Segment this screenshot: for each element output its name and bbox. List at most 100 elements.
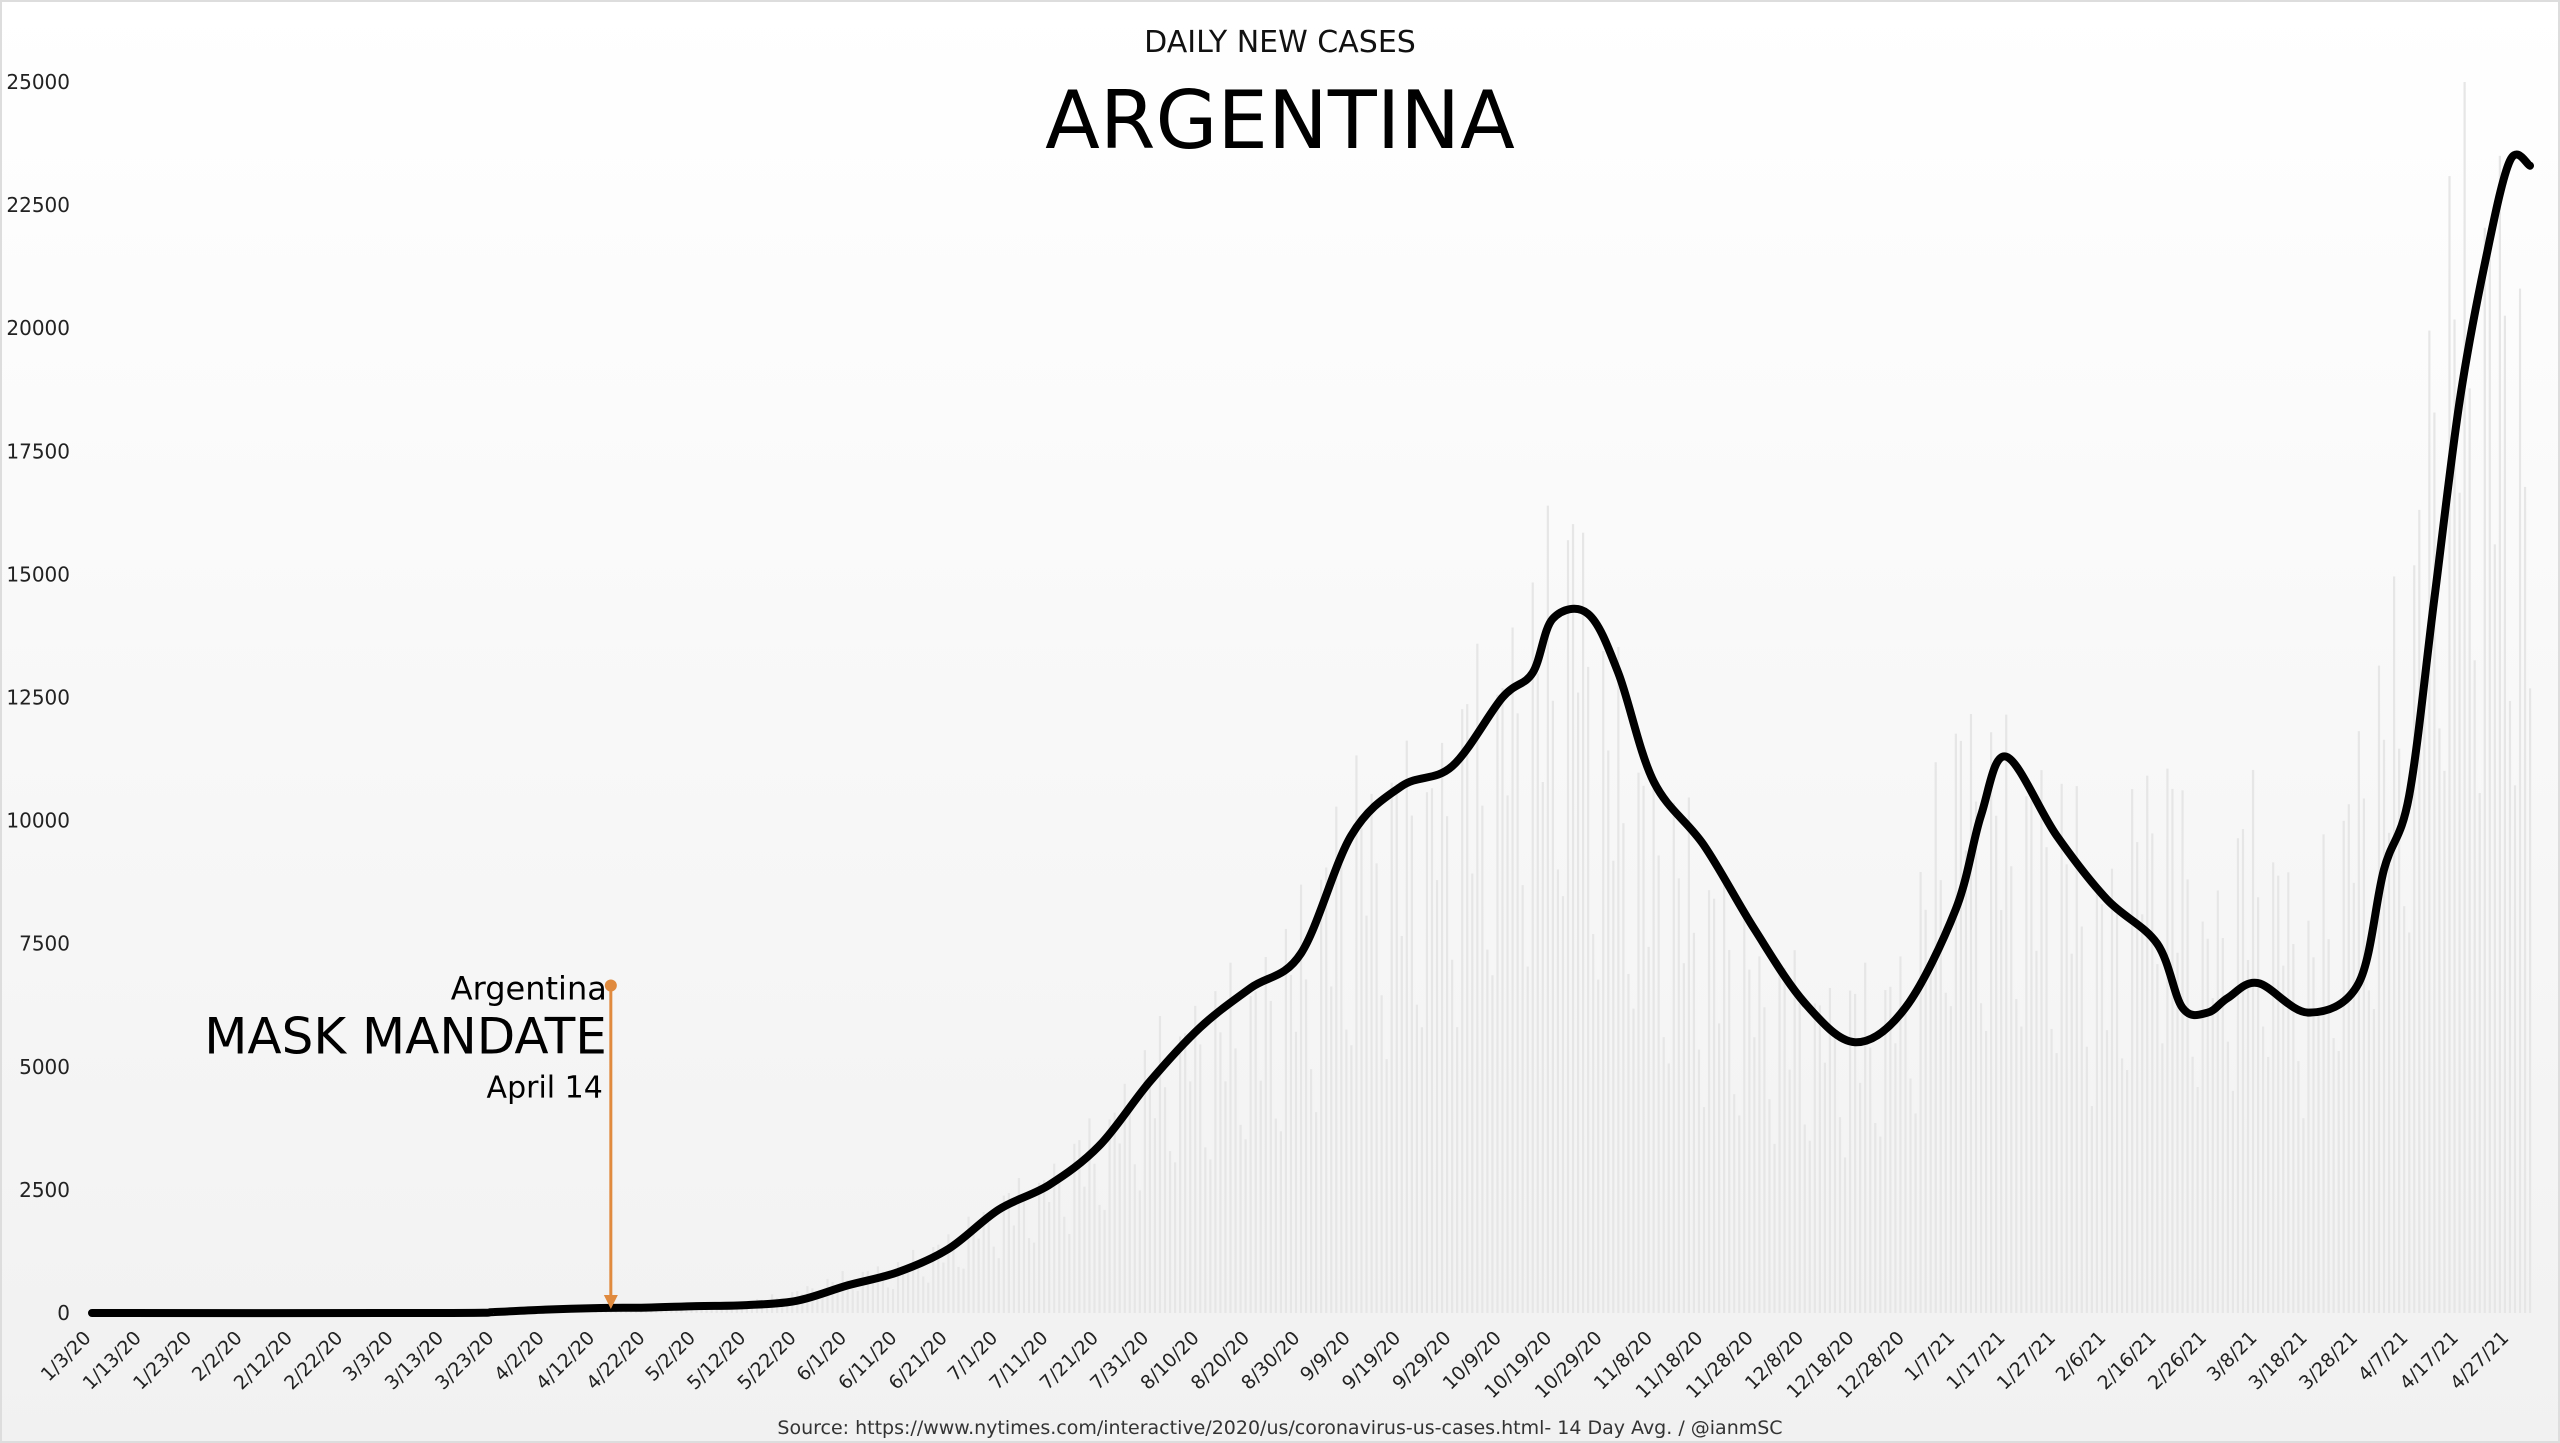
daily-bar	[1969, 714, 1973, 1313]
daily-bar	[781, 1301, 784, 1313]
daily-bar	[1168, 1151, 1172, 1313]
daily-bar	[831, 1281, 834, 1313]
daily-bar	[2085, 1046, 2088, 1313]
daily-bar	[2272, 862, 2275, 1313]
daily-bar	[1612, 860, 1615, 1313]
daily-bar	[1219, 1032, 1222, 1313]
annotation-arrowhead	[603, 1295, 618, 1309]
daily-bar	[2216, 890, 2219, 1313]
daily-bar	[952, 1241, 955, 1313]
daily-bar	[1919, 871, 1922, 1313]
daily-bar	[2005, 714, 2008, 1313]
daily-bar	[1622, 823, 1625, 1313]
daily-bar	[1743, 909, 1746, 1313]
daily-bar	[2418, 509, 2421, 1313]
daily-bar	[1017, 1177, 1021, 1313]
daily-bar	[2413, 565, 2416, 1313]
daily-bar	[2297, 1061, 2300, 1313]
daily-bar	[1738, 1115, 1741, 1313]
daily-bar	[2025, 796, 2028, 1313]
daily-bar	[2498, 155, 2501, 1314]
daily-bar	[1138, 1190, 1141, 1313]
daily-bar	[1032, 1242, 1036, 1313]
daily-bar	[2256, 897, 2260, 1313]
daily-bar	[1733, 1094, 1736, 1313]
daily-bar	[2146, 775, 2149, 1313]
daily-bar	[2327, 939, 2330, 1313]
daily-bar	[1697, 1049, 1701, 1313]
daily-bar	[1949, 1006, 1952, 1313]
daily-bar	[2302, 1118, 2305, 1313]
daily-bar	[2347, 804, 2350, 1313]
daily-bar	[786, 1302, 789, 1313]
daily-bar	[1002, 1195, 1005, 1313]
daily-bar	[1194, 1005, 1197, 1313]
daily-bar	[1078, 1140, 1081, 1313]
daily-bar	[1048, 1201, 1051, 1313]
daily-bar	[695, 1307, 698, 1313]
daily-bar	[1420, 1027, 1424, 1313]
daily-bar	[1088, 1118, 1091, 1313]
y-tick-label: 22500	[6, 193, 70, 217]
daily-bar	[992, 1246, 995, 1313]
daily-bar	[1430, 788, 1434, 1313]
daily-bar	[2136, 842, 2139, 1313]
chart-title: ARGENTINA	[1045, 74, 1515, 167]
daily-bar	[2141, 914, 2144, 1313]
daily-bar	[1375, 863, 1378, 1313]
daily-bar	[2443, 770, 2446, 1313]
daily-bar	[2453, 319, 2456, 1314]
daily-bar	[1667, 1063, 1670, 1313]
daily-bar	[1058, 1180, 1061, 1313]
daily-bar	[2241, 829, 2245, 1313]
daily-bar	[886, 1287, 890, 1313]
daily-bar	[1637, 772, 1640, 1313]
daily-bar	[1395, 784, 1398, 1313]
daily-bar	[2095, 891, 2099, 1313]
daily-bar	[2231, 1090, 2235, 1313]
daily-bar	[2206, 938, 2209, 1313]
daily-bar	[2382, 739, 2386, 1313]
daily-bar	[841, 1271, 844, 1313]
daily-bar	[2110, 868, 2114, 1313]
daily-bar	[1320, 879, 1323, 1313]
daily-bar	[2040, 770, 2043, 1313]
daily-bar	[1350, 1045, 1353, 1313]
daily-bar	[1390, 782, 1393, 1313]
daily-bar	[1617, 646, 1620, 1313]
source-note: Source: https://www.nytimes.com/interact…	[777, 1417, 1782, 1439]
daily-bar	[821, 1297, 824, 1313]
daily-bar	[1702, 1107, 1706, 1313]
daily-bar	[1627, 973, 1630, 1313]
daily-bar	[1939, 880, 1942, 1313]
daily-bar	[2055, 1053, 2058, 1313]
daily-bar	[2493, 544, 2496, 1313]
daily-bar	[1768, 1099, 1771, 1313]
daily-bar	[1244, 1139, 1247, 1313]
daily-bar	[2307, 920, 2310, 1313]
daily-bar	[1707, 890, 1711, 1313]
daily-bar	[1274, 1118, 1277, 1313]
y-tick-label: 17500	[6, 439, 70, 463]
daily-bar	[2282, 965, 2285, 1313]
daily-bar	[1899, 956, 1902, 1313]
annotation-label-date: April 14	[487, 1071, 603, 1106]
daily-bar	[1823, 1062, 1826, 1313]
daily-bar	[2166, 768, 2169, 1313]
daily-bar	[2126, 1069, 2129, 1313]
daily-bar	[2000, 909, 2003, 1313]
daily-bar	[2090, 1106, 2093, 1313]
daily-bar	[2010, 866, 2013, 1313]
daily-bar	[1511, 627, 1514, 1313]
daily-bar	[1425, 792, 1429, 1313]
daily-bar	[1687, 797, 1690, 1313]
daily-bar	[2035, 950, 2038, 1313]
series-line-14-day-average	[88, 150, 2534, 1318]
daily-bar	[1068, 1233, 1071, 1313]
daily-bar	[745, 1305, 749, 1313]
daily-bar	[1284, 928, 1288, 1313]
daily-bar	[1249, 995, 1252, 1313]
daily-bar	[1521, 885, 1524, 1313]
daily-bar	[1118, 1143, 1121, 1313]
